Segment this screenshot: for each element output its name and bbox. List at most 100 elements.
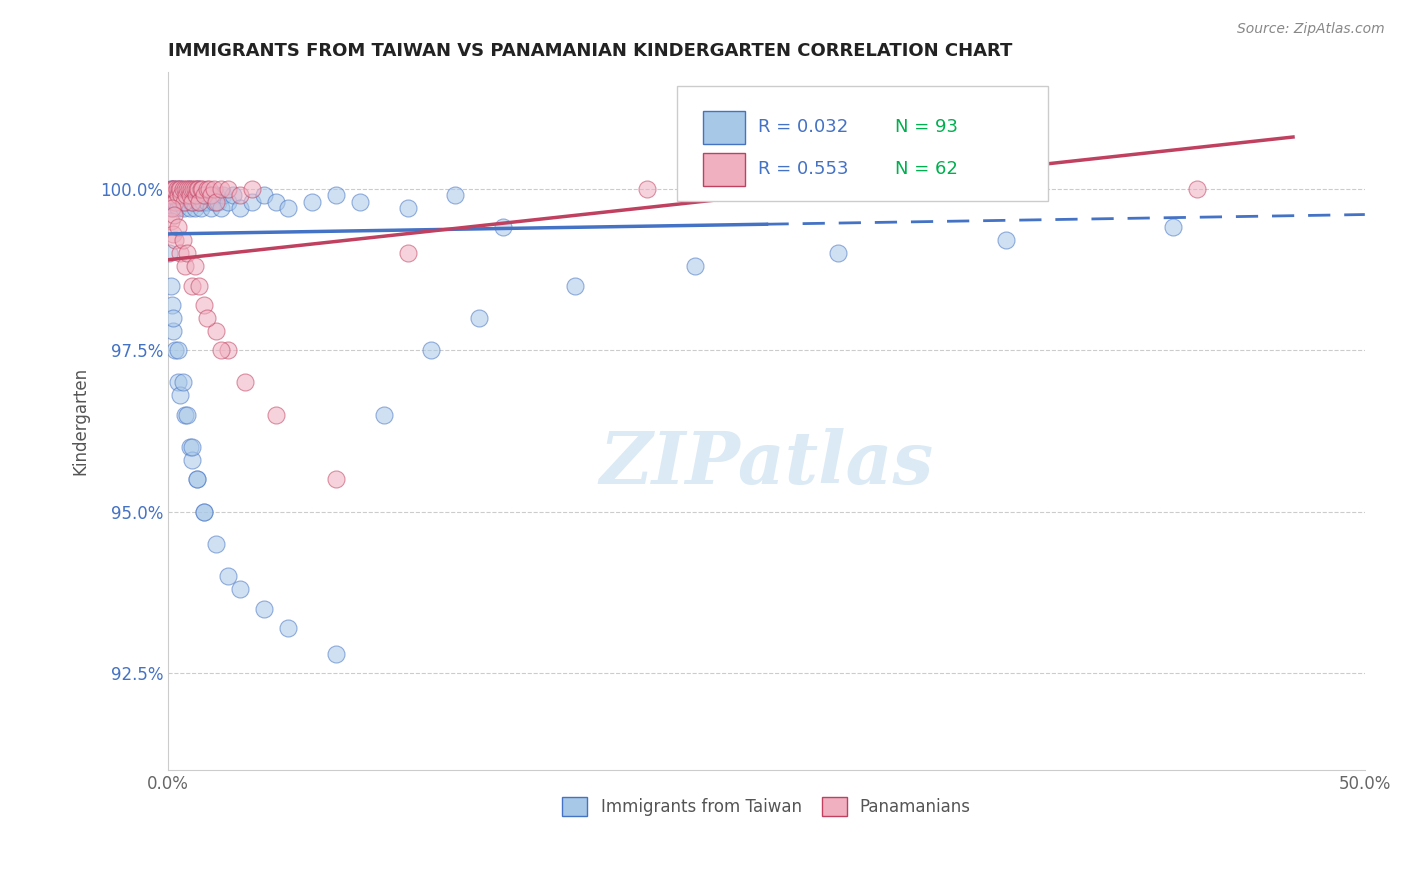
Point: [176, 182, 198, 196]
Point: [195, 310, 218, 325]
Point: [492, 220, 515, 235]
Point: [159, 214, 181, 228]
Point: [176, 408, 198, 422]
Point: [325, 647, 347, 661]
Point: [373, 408, 395, 422]
Point: [253, 188, 276, 202]
Point: [157, 194, 180, 209]
Point: [229, 582, 252, 596]
Point: [179, 188, 201, 202]
Point: [166, 188, 188, 202]
Point: [994, 233, 1017, 247]
Point: [195, 194, 218, 209]
Point: [240, 182, 263, 196]
Point: [181, 188, 204, 202]
Point: [165, 188, 187, 202]
Point: [193, 188, 215, 202]
Text: Source: ZipAtlas.com: Source: ZipAtlas.com: [1237, 22, 1385, 37]
Point: [160, 201, 183, 215]
Point: [325, 188, 347, 202]
Point: [217, 569, 239, 583]
Point: [209, 343, 232, 358]
Point: [172, 376, 194, 390]
Point: [190, 182, 212, 196]
Point: [188, 194, 211, 209]
Point: [173, 194, 195, 209]
Point: [169, 182, 191, 196]
Point: [172, 182, 194, 196]
Point: [186, 182, 208, 196]
Point: [186, 472, 208, 486]
Y-axis label: Kindergarten: Kindergarten: [72, 368, 89, 475]
Point: [183, 182, 205, 196]
Point: [166, 343, 188, 358]
Point: [170, 182, 193, 196]
Point: [1163, 220, 1185, 235]
Point: [176, 246, 198, 260]
Point: [212, 188, 235, 202]
Point: [217, 343, 239, 358]
Point: [349, 194, 371, 209]
Point: [180, 194, 202, 209]
Point: [190, 201, 212, 215]
Point: [166, 182, 188, 196]
Text: N = 93: N = 93: [894, 118, 957, 136]
Point: [177, 182, 200, 196]
Point: [159, 182, 181, 196]
Point: [564, 278, 586, 293]
Point: [1187, 182, 1209, 196]
Point: [174, 188, 197, 202]
Text: IMMIGRANTS FROM TAIWAN VS PANAMANIAN KINDERGARTEN CORRELATION CHART: IMMIGRANTS FROM TAIWAN VS PANAMANIAN KIN…: [169, 42, 1012, 60]
Point: [184, 188, 207, 202]
Point: [160, 298, 183, 312]
Point: [233, 376, 256, 390]
Text: ZIPatlas: ZIPatlas: [599, 427, 934, 499]
Point: [162, 188, 184, 202]
Text: R = 0.032: R = 0.032: [758, 118, 848, 136]
Point: [396, 201, 419, 215]
Point: [179, 440, 201, 454]
Point: [169, 194, 191, 209]
Point: [165, 233, 187, 247]
Point: [174, 182, 197, 196]
FancyBboxPatch shape: [703, 153, 745, 186]
Point: [163, 201, 186, 215]
Point: [325, 472, 347, 486]
Point: [264, 194, 287, 209]
Legend: Immigrants from Taiwan, Panamanians: Immigrants from Taiwan, Panamanians: [554, 789, 979, 824]
Point: [159, 278, 181, 293]
Point: [162, 227, 184, 241]
Point: [181, 453, 204, 467]
Point: [202, 182, 225, 196]
Point: [190, 188, 212, 202]
Point: [301, 194, 323, 209]
Point: [157, 246, 180, 260]
Point: [163, 194, 186, 209]
Point: [253, 601, 276, 615]
Point: [169, 388, 191, 402]
Point: [193, 188, 215, 202]
Point: [160, 188, 183, 202]
Point: [190, 182, 212, 196]
FancyBboxPatch shape: [676, 87, 1047, 202]
Point: [166, 220, 188, 235]
Point: [200, 188, 222, 202]
Point: [166, 376, 188, 390]
Point: [181, 194, 204, 209]
FancyBboxPatch shape: [703, 111, 745, 145]
Point: [188, 278, 211, 293]
Point: [205, 537, 228, 551]
Point: [173, 201, 195, 215]
Point: [163, 182, 186, 196]
Point: [170, 188, 193, 202]
Point: [186, 194, 208, 209]
Point: [186, 472, 208, 486]
Point: [184, 188, 207, 202]
Text: N = 62: N = 62: [894, 160, 957, 178]
Point: [169, 246, 191, 260]
Point: [683, 259, 706, 273]
Point: [205, 194, 228, 209]
Point: [179, 201, 201, 215]
Point: [172, 194, 194, 209]
Point: [229, 188, 252, 202]
